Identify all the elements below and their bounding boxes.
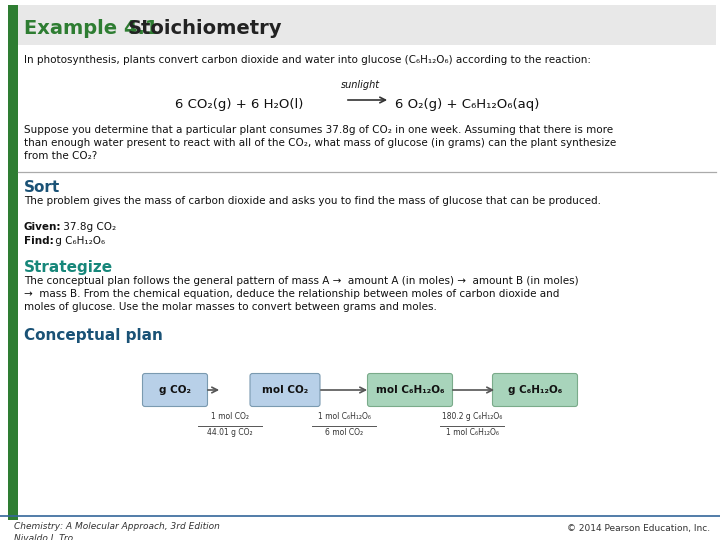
Text: mol C₆H₁₂O₆: mol C₆H₁₂O₆ <box>376 385 444 395</box>
Text: g C₆H₁₂O₆: g C₆H₁₂O₆ <box>52 236 105 246</box>
Text: g C₆H₁₂O₆: g C₆H₁₂O₆ <box>508 385 562 395</box>
FancyBboxPatch shape <box>8 5 18 520</box>
Text: Example 4.1: Example 4.1 <box>24 18 158 37</box>
FancyBboxPatch shape <box>143 374 207 407</box>
Text: 6 CO₂(g) + 6 H₂O(l): 6 CO₂(g) + 6 H₂O(l) <box>175 98 303 111</box>
Text: 6 O₂(g) + C₆H₁₂O₆(aq): 6 O₂(g) + C₆H₁₂O₆(aq) <box>395 98 539 111</box>
Text: Suppose you determine that a particular plant consumes 37.8g of CO₂ in one week.: Suppose you determine that a particular … <box>24 125 613 135</box>
Text: g CO₂: g CO₂ <box>159 385 191 395</box>
Text: mol CO₂: mol CO₂ <box>262 385 308 395</box>
FancyBboxPatch shape <box>367 374 452 407</box>
Text: sunlight: sunlight <box>341 80 379 90</box>
Text: 1 mol C₆H₁₂O₆: 1 mol C₆H₁₂O₆ <box>446 428 498 437</box>
Text: Sort: Sort <box>24 180 60 195</box>
FancyBboxPatch shape <box>250 374 320 407</box>
Text: In photosynthesis, plants convert carbon dioxide and water into glucose (C₆H₁₂O₆: In photosynthesis, plants convert carbon… <box>24 55 591 65</box>
FancyBboxPatch shape <box>492 374 577 407</box>
Text: than enough water present to react with all of the CO₂, what mass of glucose (in: than enough water present to react with … <box>24 138 616 148</box>
Text: Chemistry: A Molecular Approach, 3rd Edition: Chemistry: A Molecular Approach, 3rd Edi… <box>14 522 220 531</box>
Text: moles of glucose. Use the molar masses to convert between grams and moles.: moles of glucose. Use the molar masses t… <box>24 302 437 312</box>
Text: The problem gives the mass of carbon dioxide and asks you to find the mass of gl: The problem gives the mass of carbon dio… <box>24 196 601 206</box>
Text: Find:: Find: <box>24 236 54 246</box>
Text: Stoichiometry: Stoichiometry <box>128 18 282 37</box>
Text: © 2014 Pearson Education, Inc.: © 2014 Pearson Education, Inc. <box>567 523 710 532</box>
Text: 6 mol CO₂: 6 mol CO₂ <box>325 428 363 437</box>
Text: Given:: Given: <box>24 222 61 232</box>
FancyBboxPatch shape <box>18 5 716 45</box>
Text: Strategize: Strategize <box>24 260 113 275</box>
Text: →  mass B. From the chemical equation, deduce the relationship between moles of : → mass B. From the chemical equation, de… <box>24 289 559 299</box>
Text: 37.8g CO₂: 37.8g CO₂ <box>60 222 116 232</box>
Text: 1 mol C₆H₁₂O₆: 1 mol C₆H₁₂O₆ <box>318 412 371 421</box>
Text: Nivaldo J. Tro: Nivaldo J. Tro <box>14 534 73 540</box>
Text: 1 mol CO₂: 1 mol CO₂ <box>211 412 249 421</box>
Text: 180.2 g C₆H₁₂O₆: 180.2 g C₆H₁₂O₆ <box>442 412 502 421</box>
Text: The conceptual plan follows the general pattern of mass A →  amount A (in moles): The conceptual plan follows the general … <box>24 276 579 286</box>
Text: 44.01 g CO₂: 44.01 g CO₂ <box>207 428 253 437</box>
Text: Conceptual plan: Conceptual plan <box>24 328 163 343</box>
Text: from the CO₂?: from the CO₂? <box>24 151 97 161</box>
